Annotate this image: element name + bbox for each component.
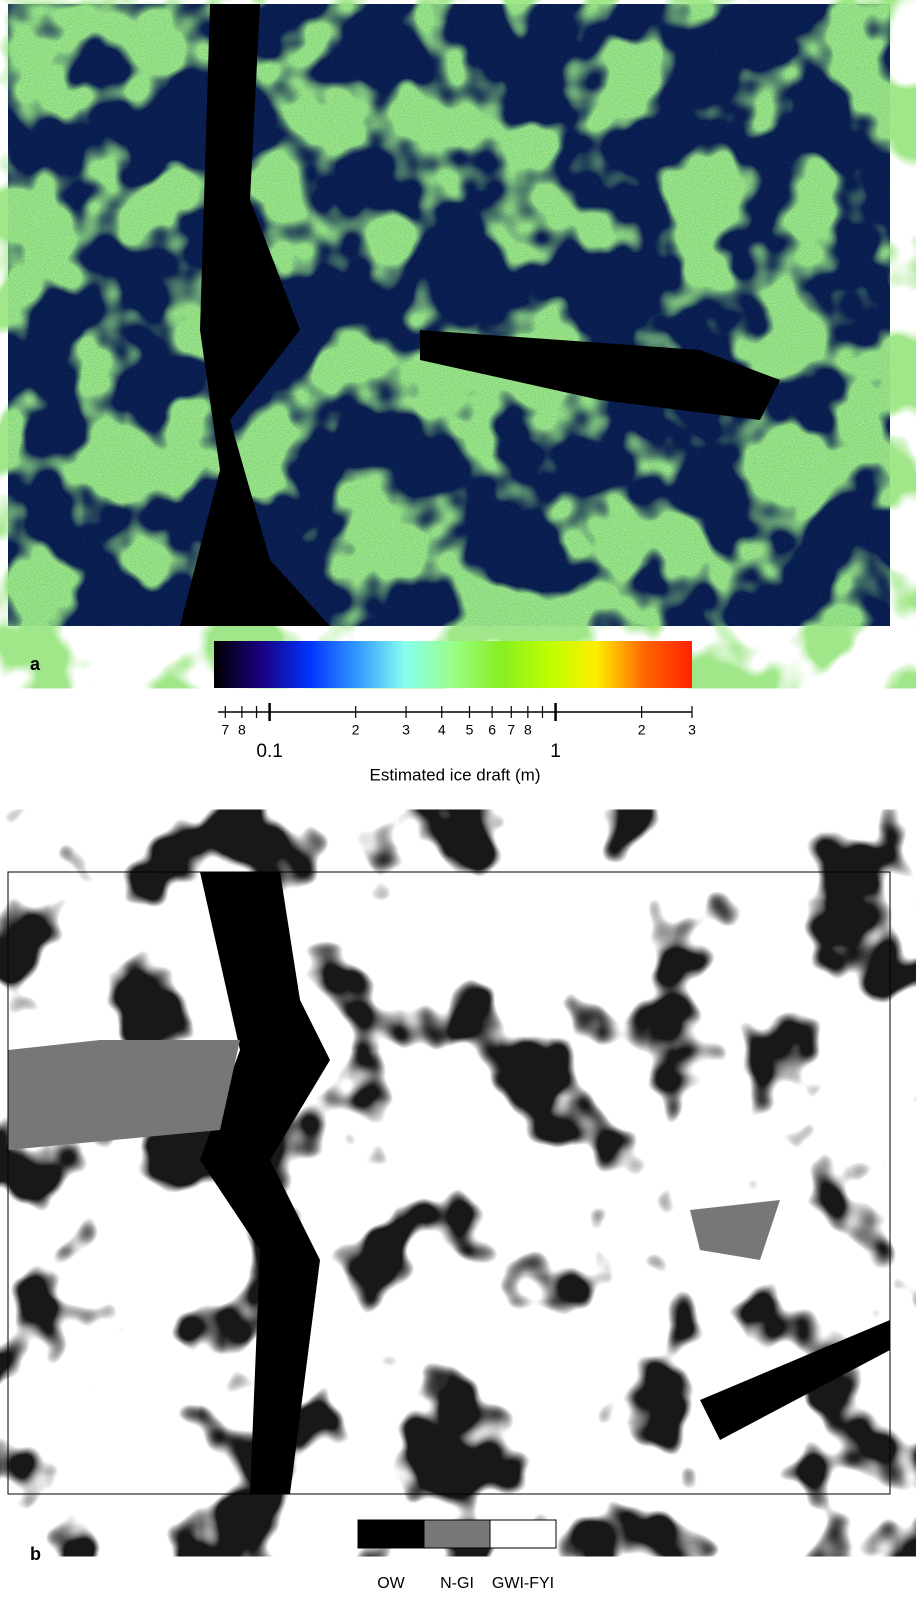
axis-title: Estimated ice draft (m) — [370, 765, 541, 784]
tick-label: 2 — [352, 722, 360, 738]
ice-class-map — [8, 872, 890, 1494]
figure: a Estimated ice draft (m) b OW N-GI GWI-FY… — [0, 0, 916, 1612]
tick-label: 7 — [507, 722, 515, 738]
tick-label: 5 — [466, 722, 474, 738]
legend: OW N-GI GWI-FYI — [358, 1520, 556, 1592]
tick-label: 8 — [524, 722, 532, 738]
tick-label: 7 — [221, 722, 229, 738]
colorbar — [214, 641, 692, 688]
legend-label: OW — [377, 1575, 405, 1592]
page: a Estimated ice draft (m) b OW N-GI GWI-FY… — [0, 0, 916, 1617]
panel-label: b — [30, 1544, 41, 1564]
tick-label: 4 — [438, 722, 446, 738]
tick-label: 8 — [238, 722, 246, 738]
legend-label: N-GI — [440, 1575, 474, 1592]
tick-label: 6 — [488, 722, 496, 738]
legend-swatch — [358, 1520, 424, 1548]
tick-label: 3 — [688, 722, 696, 738]
legend-swatch — [424, 1520, 490, 1548]
ice-draft-map — [8, 4, 890, 626]
tick-label: 3 — [402, 722, 410, 738]
legend-swatch — [490, 1520, 556, 1548]
tick-label: 2 — [638, 722, 646, 738]
legend-label: GWI-FYI — [492, 1575, 554, 1592]
panel-label: a — [30, 654, 41, 674]
tick-label: 1 — [550, 741, 561, 762]
tick-label: 0.1 — [256, 741, 282, 762]
